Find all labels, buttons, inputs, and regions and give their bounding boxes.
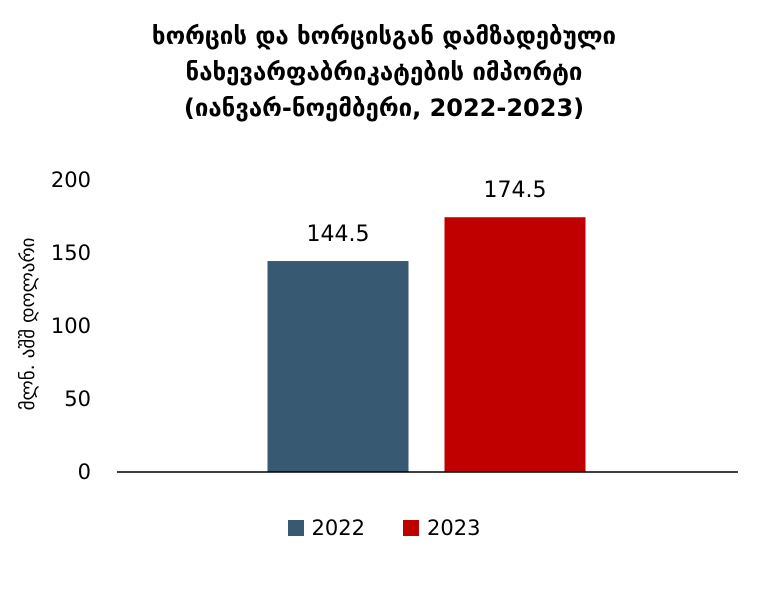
chart-title: ხორცის და ხორცისგან დამზადებული ნახევარფ… — [0, 18, 768, 126]
y-tick-label-150: 150 — [51, 241, 91, 265]
legend-item-2023: 2023 — [403, 516, 480, 540]
legend: 2022 2023 — [0, 516, 768, 540]
chart-title-line-1: ხორცის და ხორცისგან დამზადებული — [151, 22, 617, 50]
legend-label-2022: 2022 — [311, 516, 365, 540]
legend-label-2023: 2023 — [427, 516, 481, 540]
y-axis-title: მლნ. აშშ დოლარი — [17, 238, 39, 411]
bar-2022 — [267, 261, 409, 472]
y-tick-label-200: 200 — [51, 168, 91, 192]
chart-title-line-3: (იანვარ-ნოემბერი, 2022-2023) — [183, 94, 585, 122]
data-labels: 144.5 174.5 — [307, 178, 547, 247]
legend-item-2022: 2022 — [287, 516, 365, 540]
bars — [267, 217, 586, 472]
data-label-2023: 174.5 — [484, 178, 547, 203]
y-axis-ticks: 0 50 100 150 200 — [51, 168, 91, 484]
legend-swatch-2023 — [403, 520, 419, 536]
y-tick-label-50: 50 — [64, 387, 91, 411]
legend-swatch-2022 — [287, 520, 304, 536]
y-tick-label-100: 100 — [51, 314, 91, 338]
chart-title-line-2: ნახევარფაბრიკატების იმპორტი — [185, 58, 583, 86]
y-tick-label-0: 0 — [78, 460, 91, 484]
data-label-2022: 144.5 — [307, 222, 370, 247]
bar-2023 — [444, 217, 586, 472]
